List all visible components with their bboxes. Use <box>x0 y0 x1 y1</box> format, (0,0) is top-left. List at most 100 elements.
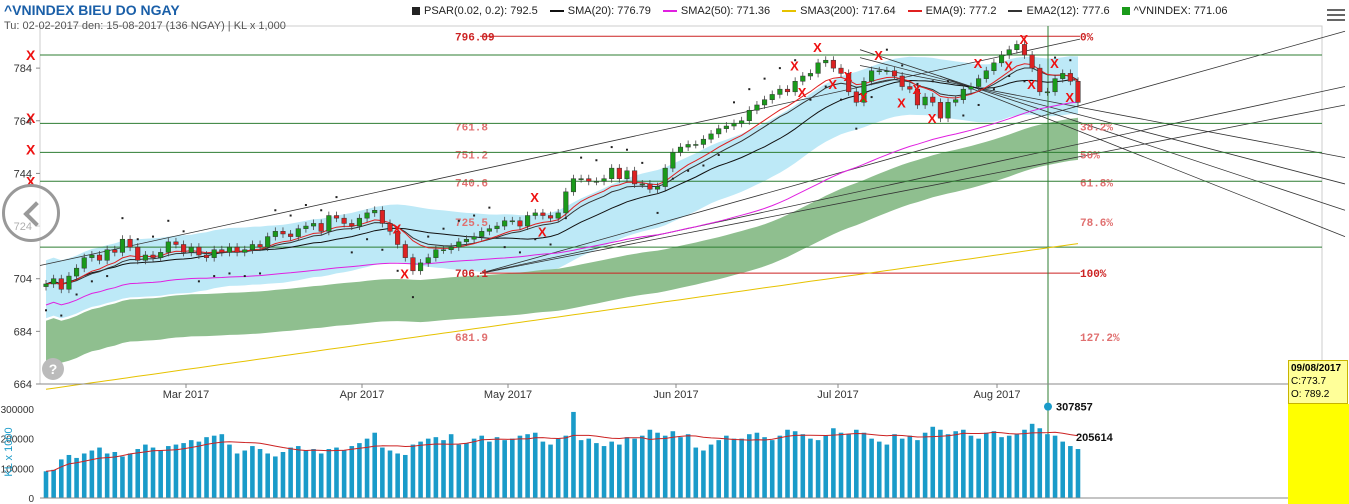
psar-dot <box>90 280 93 283</box>
candle-body <box>356 217 362 227</box>
x-tick-label: Apr 2017 <box>340 389 385 401</box>
candle <box>1029 51 1035 73</box>
x-tick-label: Jul 2017 <box>817 389 859 401</box>
volume-bar <box>58 459 64 498</box>
volume-bar <box>961 429 966 498</box>
legend-item[interactable]: SMA2(50): 771.36 <box>662 5 770 17</box>
volume-bar <box>487 441 492 498</box>
ema9-line <box>45 63 1079 285</box>
fib-price-label: 796.09 <box>455 32 495 44</box>
psar-dot <box>213 275 216 278</box>
candle <box>112 245 118 257</box>
candle <box>1075 77 1081 107</box>
psar-dot <box>549 243 552 246</box>
volume-bar <box>273 456 278 498</box>
volume-tick-label: 300000 <box>1 405 35 416</box>
y-tick-label: 704 <box>14 274 32 286</box>
candle-body <box>739 120 745 124</box>
volume-bar <box>693 447 699 498</box>
psar-dot <box>106 275 109 278</box>
candle <box>410 253 416 275</box>
moving-average-lines <box>45 63 1079 390</box>
volume-bar <box>211 435 217 498</box>
candle-body <box>81 257 87 269</box>
signal-x-marker: X <box>530 190 539 205</box>
y-tick-label: 764 <box>14 116 32 128</box>
psar-dot <box>962 114 965 117</box>
legend-item[interactable]: SMA3(200): 717.64 <box>782 5 896 17</box>
candle <box>364 208 370 223</box>
candle-body <box>1075 81 1081 103</box>
legend-item[interactable]: PSAR(0.02, 0.2): 792.5 <box>412 5 538 17</box>
candle-body <box>945 102 951 119</box>
candle <box>456 237 462 252</box>
volume-bar <box>815 440 821 498</box>
candle-body <box>784 88 791 93</box>
candle-body <box>265 236 271 248</box>
volume-bar <box>555 438 561 498</box>
candle-body <box>1014 44 1020 50</box>
candle <box>119 235 125 257</box>
volume-bar <box>892 434 897 498</box>
x-tick-label: Jun 2017 <box>653 389 698 401</box>
chart-title: ^VNINDEX BIEU DO NGAY <box>4 2 180 18</box>
fib-pct-label: 50% <box>1080 150 1100 162</box>
candle <box>1037 64 1043 96</box>
volume-bar <box>976 438 981 498</box>
volume-bar <box>678 437 683 498</box>
legend-item[interactable]: EMA(9): 777.2 <box>907 5 997 17</box>
volume-bar <box>999 437 1004 498</box>
candle-body <box>181 244 187 253</box>
candle-body <box>670 152 676 169</box>
volume-bar <box>991 431 997 498</box>
psar-dot <box>885 48 888 51</box>
candle <box>43 280 49 291</box>
volume-bar <box>66 454 72 498</box>
candle-body <box>311 223 317 227</box>
legend-label: SMA3(200): 717.64 <box>800 5 896 17</box>
candle <box>823 56 829 67</box>
candle-body <box>318 223 324 232</box>
ichimoku-cloud-fill <box>46 117 1078 363</box>
candle-body <box>677 146 684 153</box>
volume-bar <box>448 434 454 498</box>
candle-body <box>203 254 210 258</box>
legend-label: EMA2(12): 777.6 <box>1026 5 1110 17</box>
scroll-left-button[interactable] <box>2 184 60 242</box>
legend-label: EMA(9): 777.2 <box>925 5 997 17</box>
volume-bar <box>563 435 569 498</box>
candle <box>624 166 630 183</box>
legend-swatch <box>412 7 420 15</box>
help-icon[interactable]: ? <box>42 358 64 380</box>
legend-item[interactable]: ^VNINDEX: 771.06 <box>1121 5 1227 17</box>
candle-body <box>983 70 989 79</box>
candle <box>899 72 905 91</box>
volume-bar <box>769 440 775 498</box>
candle <box>104 245 110 265</box>
psar-dot <box>136 238 139 241</box>
candlestick-series <box>43 40 1081 294</box>
candle <box>731 119 737 130</box>
signal-x-marker: X <box>813 40 822 55</box>
volume-bar <box>785 429 790 498</box>
menu-icon[interactable] <box>1327 6 1345 22</box>
legend-item[interactable]: EMA2(12): 777.6 <box>1008 5 1110 17</box>
signal-x-marker: X <box>26 173 36 189</box>
candle <box>372 206 378 217</box>
candle-body <box>502 220 508 227</box>
candle <box>723 122 729 133</box>
volume-panel: 0 100000 200000 300000 KL x 1000 307857 205614 <box>1 402 1322 504</box>
legend-item[interactable]: SMA(20): 776.79 <box>549 5 651 17</box>
candle-body <box>104 249 110 261</box>
candle-body <box>999 54 1005 64</box>
psar-dot <box>947 80 950 83</box>
candle-body <box>876 70 882 72</box>
candle-body <box>226 246 233 253</box>
candle-body <box>639 183 645 186</box>
candle <box>1060 69 1066 83</box>
candle-body <box>74 267 80 277</box>
candle <box>173 237 179 249</box>
candle-body <box>43 283 49 287</box>
candle <box>425 253 431 267</box>
